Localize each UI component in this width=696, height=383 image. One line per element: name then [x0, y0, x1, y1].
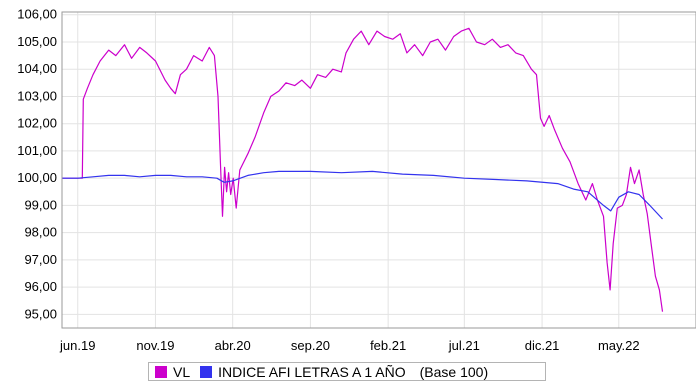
series-line-1	[62, 170, 663, 220]
legend-swatch-indice	[200, 365, 213, 378]
y-tick-label: 103,00	[17, 88, 57, 103]
y-tick-label: 97,00	[24, 252, 57, 267]
legend-swatch-vl	[155, 365, 167, 378]
x-tick-label: feb.21	[370, 338, 406, 353]
grid-lines	[62, 12, 696, 328]
x-axis-ticks: jun.19 nov.19 abr.20 sep.20 feb.21 jul.21 dic.…	[59, 338, 640, 353]
y-tick-label: 106,00	[17, 7, 57, 22]
x-tick-label: nov.19	[136, 338, 174, 353]
series-group	[62, 27, 664, 312]
legend-note: (Base 100)	[419, 363, 489, 380]
x-tick-label: may.22	[598, 338, 640, 353]
y-tick-label: 95,00	[24, 306, 57, 321]
legend-label-vl: VL	[173, 363, 191, 380]
plot-area-border	[61, 11, 696, 329]
y-tick-label: 96,00	[24, 279, 57, 294]
x-tick-label: sep.20	[291, 338, 330, 353]
y-tick-label: 102,00	[17, 116, 57, 131]
x-tick-label: jul.21	[448, 338, 480, 353]
legend-item-vl: VL	[155, 364, 190, 380]
x-tick-label: dic.21	[525, 338, 560, 353]
x-tick-label: jun.19	[59, 338, 95, 353]
y-axis-ticks: 106,00 105,00 104,00 103,00 102,00 101,00 100,…	[17, 7, 57, 322]
legend-label-indice: INDICE AFI LETRAS A 1 AÑO	[218, 363, 406, 380]
y-tick-label: 98,00	[24, 225, 57, 240]
y-tick-label: 105,00	[17, 34, 57, 49]
y-tick-label: 99,00	[24, 197, 57, 212]
legend: VL INDICE AFI LETRAS A 1 AÑO (Base 100)	[148, 362, 546, 381]
y-tick-label: 101,00	[17, 143, 57, 158]
y-tick-label: 104,00	[17, 61, 57, 76]
legend-item-indice: INDICE AFI LETRAS A 1 AÑO	[200, 364, 406, 380]
x-tick-label: abr.20	[215, 338, 251, 353]
y-tick-label: 100,00	[17, 170, 57, 185]
series-line-0	[62, 27, 664, 312]
